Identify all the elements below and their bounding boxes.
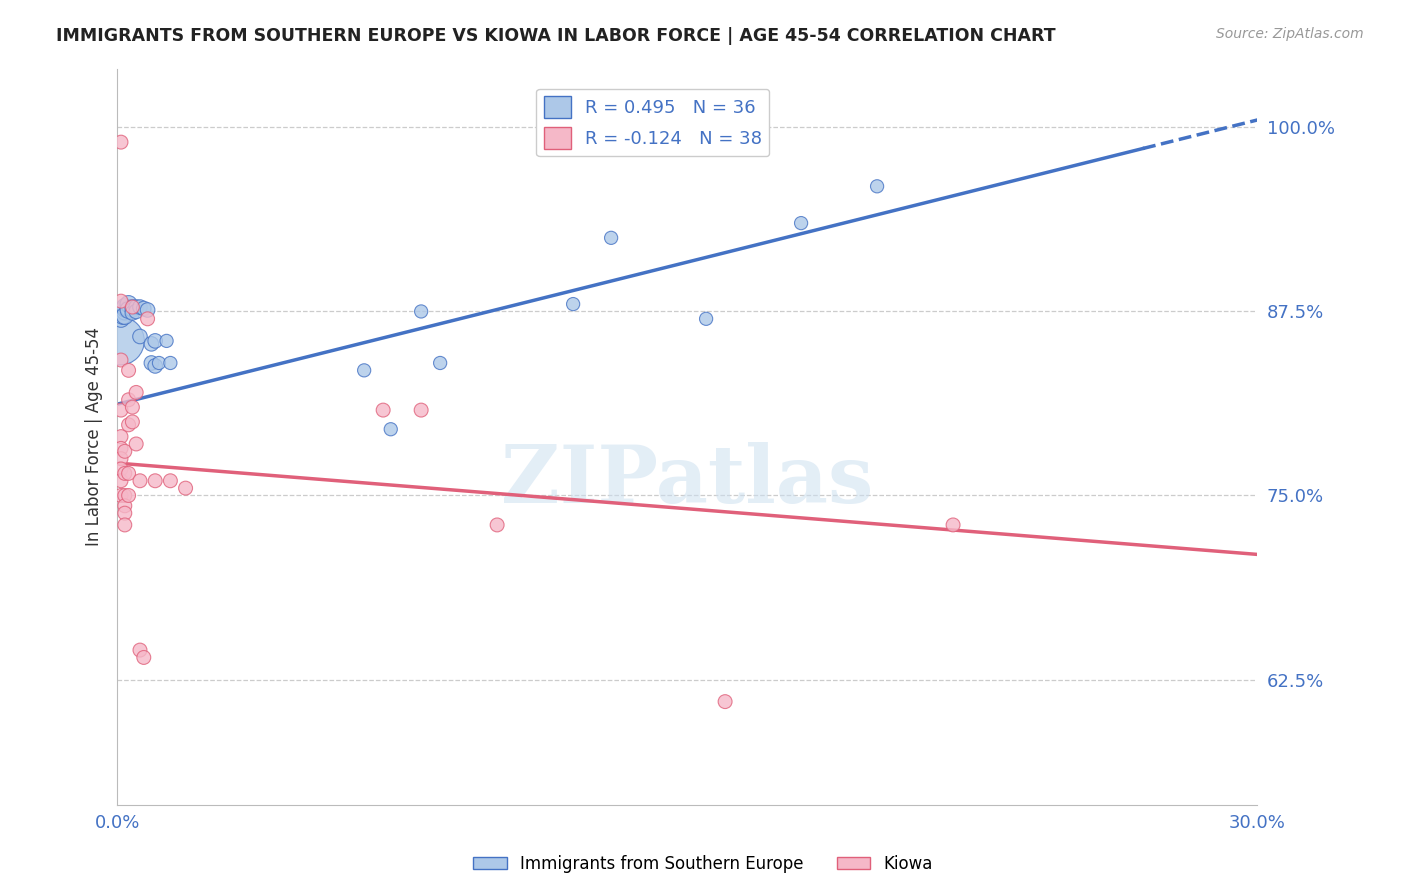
Point <box>411 403 433 417</box>
Point <box>121 303 143 318</box>
Point <box>143 474 166 488</box>
Text: IMMIGRANTS FROM SOUTHERN EUROPE VS KIOWA IN LABOR FORCE | AGE 45-54 CORRELATION : IMMIGRANTS FROM SOUTHERN EUROPE VS KIOWA… <box>56 27 1056 45</box>
Point <box>129 300 152 314</box>
Point <box>110 403 132 417</box>
Point <box>117 417 139 432</box>
Text: Source: ZipAtlas.com: Source: ZipAtlas.com <box>1216 27 1364 41</box>
Point <box>117 303 139 318</box>
Point <box>114 467 136 481</box>
Point <box>114 300 136 314</box>
Legend: Immigrants from Southern Europe, Kiowa: Immigrants from Southern Europe, Kiowa <box>467 848 939 880</box>
Point <box>132 301 155 316</box>
Point <box>110 304 132 318</box>
Point <box>114 301 136 316</box>
Point <box>159 474 181 488</box>
Point <box>111 309 134 323</box>
Point <box>110 442 132 456</box>
Point <box>110 334 132 348</box>
Point <box>125 304 148 318</box>
Point <box>121 300 143 314</box>
Point <box>114 488 136 502</box>
Point <box>110 474 132 488</box>
Point <box>714 695 737 709</box>
Point <box>125 437 148 451</box>
Point <box>117 392 139 407</box>
Point <box>125 385 148 400</box>
Point <box>110 451 132 466</box>
Point <box>129 474 152 488</box>
Point <box>114 444 136 458</box>
Point <box>114 304 136 318</box>
Point <box>866 179 889 194</box>
Point <box>562 297 585 311</box>
Point <box>136 303 159 318</box>
Point <box>114 499 136 513</box>
Point <box>353 363 375 377</box>
Point <box>110 462 132 476</box>
Point <box>121 400 143 414</box>
Point <box>114 517 136 532</box>
Point <box>121 415 143 429</box>
Point <box>117 488 139 502</box>
Point <box>486 517 509 532</box>
Point <box>110 429 132 443</box>
Point <box>143 359 166 373</box>
Point <box>117 363 139 377</box>
Point <box>600 231 623 245</box>
Point <box>121 300 143 314</box>
Point <box>121 306 143 320</box>
Point <box>429 356 451 370</box>
Point <box>155 334 177 348</box>
Point <box>129 329 152 343</box>
Point <box>110 488 132 502</box>
Point <box>114 506 136 520</box>
Point <box>373 403 395 417</box>
Point <box>141 356 163 370</box>
Point <box>136 311 159 326</box>
Point <box>411 304 433 318</box>
Point <box>174 481 197 495</box>
Point <box>110 135 132 149</box>
Point <box>790 216 813 230</box>
Point <box>117 297 139 311</box>
Point <box>132 650 155 665</box>
Point <box>143 334 166 348</box>
Point <box>695 311 717 326</box>
Legend: R = 0.495   N = 36, R = -0.124   N = 38: R = 0.495 N = 36, R = -0.124 N = 38 <box>537 88 769 156</box>
Point <box>942 517 965 532</box>
Point <box>117 301 139 316</box>
Point <box>114 309 136 323</box>
Point <box>110 311 132 326</box>
Y-axis label: In Labor Force | Age 45-54: In Labor Force | Age 45-54 <box>86 327 103 546</box>
Point <box>110 353 132 368</box>
Point <box>117 467 139 481</box>
Point <box>141 336 163 351</box>
Point <box>159 356 181 370</box>
Point <box>125 300 148 314</box>
Point <box>380 422 402 436</box>
Point <box>110 294 132 309</box>
Point <box>129 643 152 657</box>
Text: ZIPatlas: ZIPatlas <box>501 442 873 520</box>
Point <box>148 356 170 370</box>
